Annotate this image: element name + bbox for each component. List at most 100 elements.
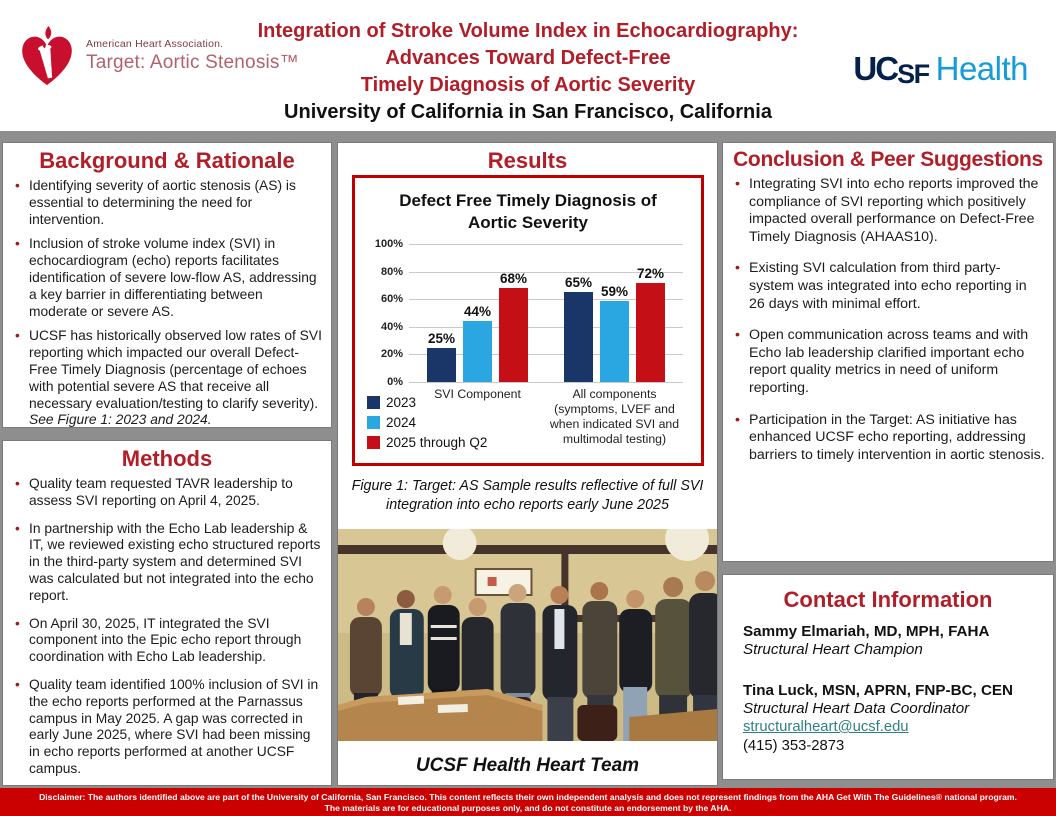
chart-x-axis: SVI Component All components (symptoms, … xyxy=(409,387,683,447)
bullet-item: Integrating SVI into echo reports improv… xyxy=(735,176,1045,246)
poster-header: American Heart Association. Target: Aort… xyxy=(0,0,1056,131)
conclusion-heading: Conclusion & Peer Suggestions xyxy=(733,148,1043,171)
conclusion-panel: Conclusion & Peer Suggestions Integratin… xyxy=(722,142,1054,562)
bullet-item: UCSF has historically observed low rates… xyxy=(15,328,323,428)
bullet-item: Quality team requested TAVR leadership t… xyxy=(15,476,323,510)
methods-heading: Methods xyxy=(121,446,213,471)
legend-swatch xyxy=(367,396,380,409)
gridline xyxy=(409,299,683,301)
ucsf-health-word: Health xyxy=(935,50,1029,87)
bar-column: 72% xyxy=(636,266,665,382)
title-subtitle: University of California in San Francisc… xyxy=(284,101,772,123)
legend-label: 2024 xyxy=(386,415,417,430)
results-heading: Results xyxy=(487,148,568,173)
chart-bar-2025-through-q2 xyxy=(636,282,665,382)
disclaimer-line-2: The materials are for educational purpos… xyxy=(324,802,732,813)
bar-value-label: 68% xyxy=(499,271,528,287)
ucsf-health-logo: UCSF Health xyxy=(853,50,1028,90)
title-line-2: Advances Toward Defect-Free xyxy=(385,47,671,69)
heart-team-photo xyxy=(338,529,717,741)
legend-item: 2025 through Q2 xyxy=(367,435,487,450)
aha-heart-torch-icon xyxy=(22,25,72,86)
chart-bar-2025-through-q2 xyxy=(499,288,528,382)
bar-value-label: 65% xyxy=(564,275,593,291)
conclusion-bullet-list: Integrating SVI into echo reports improv… xyxy=(723,176,1053,464)
bar-column: 68% xyxy=(499,271,528,382)
figure-1-bar-chart: Defect Free Timely Diagnosis of Aortic S… xyxy=(352,175,704,466)
aha-org-name: American Heart Association. xyxy=(86,38,224,50)
legend-label: 2023 xyxy=(386,395,417,410)
chart-bar-2023 xyxy=(427,347,456,382)
contact-name: Sammy Elmariah, MD, MPH, FAHA xyxy=(743,623,990,640)
legend-swatch xyxy=(367,436,380,449)
figure-1-caption: Figure 1: Target: AS Sample results refl… xyxy=(351,478,704,513)
gridline xyxy=(409,244,683,245)
title-line-1: Integration of Stroke Volume Index in Ec… xyxy=(257,20,799,42)
contact-title: Structural Heart Champion xyxy=(743,641,923,658)
x-category-label: SVI Component xyxy=(434,387,521,401)
y-axis-tick: 40% xyxy=(380,320,403,333)
bullet-item: Identifying severity of aortic stenosis … xyxy=(15,178,323,228)
contact-person: Sammy Elmariah, MD, MPH, FAHA Structural… xyxy=(743,623,1033,658)
y-axis-tick: 0% xyxy=(387,376,403,388)
chart-title: Defect Free Timely Diagnosis of Aortic S… xyxy=(399,191,657,232)
x-category-label: All components (symptoms, LVEF and when … xyxy=(549,387,680,446)
methods-panel: Methods Quality team requested TAVR lead… xyxy=(2,440,332,786)
legend-swatch xyxy=(367,416,380,429)
methods-bullet-list: Quality team requested TAVR leadership t… xyxy=(3,476,331,778)
contact-title: Structural Heart Data Coordinator xyxy=(743,700,970,717)
contact-panel: Contact Information Sammy Elmariah, MD, … xyxy=(722,574,1054,780)
y-axis-tick: 60% xyxy=(380,293,403,306)
bar-value-label: 25% xyxy=(427,330,456,346)
bar-value-label: 59% xyxy=(600,283,629,299)
gridline xyxy=(409,382,683,383)
y-axis-tick: 80% xyxy=(380,265,403,278)
gridline xyxy=(409,326,683,328)
y-axis-tick: 100% xyxy=(374,238,403,250)
contact-email-link[interactable]: structuralheart@ucsf.edu xyxy=(743,719,909,735)
background-bullet-list: Identifying severity of aortic stenosis … xyxy=(3,178,331,428)
contact-person: Tina Luck, MSN, APRN, FNP-BC, CEN Struct… xyxy=(743,682,1033,754)
heart-team-photo-illustration xyxy=(338,529,717,741)
disclaimer-footer: Disclaimer: The authors identified above… xyxy=(0,788,1056,816)
contact-name: Tina Luck, MSN, APRN, FNP-BC, CEN xyxy=(743,682,1014,699)
bar-value-label: 44% xyxy=(463,304,492,320)
chart-bar-2023 xyxy=(564,292,593,382)
bar-column: 59% xyxy=(600,284,629,382)
background-heading: Background & Rationale xyxy=(39,148,295,173)
bullet-item: Inclusion of stroke volume index (SVI) i… xyxy=(15,236,323,320)
bullet-item: Open communication across teams and with… xyxy=(735,327,1045,397)
gridline xyxy=(409,354,683,356)
background-rationale-panel: Background & Rationale Identifying sever… xyxy=(2,142,332,428)
bars-row: 25% 44% 68% 65% 59% 72% xyxy=(409,244,683,382)
bar-column: 25% xyxy=(427,330,456,382)
bar-group: 65% 59% 72% xyxy=(546,244,683,382)
legend-item: 2024 xyxy=(367,415,487,430)
bar-column: 44% xyxy=(463,304,492,382)
bullet-item: Quality team identified 100% inclusion o… xyxy=(15,677,323,778)
aha-logo: American Heart Association. Target: Aort… xyxy=(16,24,299,88)
chart-bar-2024 xyxy=(600,300,629,382)
bullet-item: Participation in the Target: AS initiati… xyxy=(735,412,1045,465)
legend-item: 2023 xyxy=(367,395,487,410)
bar-value-label: 72% xyxy=(636,265,665,281)
title-line-3: Timely Diagnosis of Aortic Severity xyxy=(360,74,696,96)
bullet-item: Existing SVI calculation from third part… xyxy=(735,260,1045,313)
aha-program-name: Target: Aortic Stenosis™ xyxy=(86,52,299,73)
ucsf-wordmark: UCSF xyxy=(853,50,930,89)
bullet-item: On April 30, 2025, IT integrated the SVI… xyxy=(15,616,323,666)
legend-label: 2025 through Q2 xyxy=(386,435,488,450)
figure-reference: See Figure 1: 2023 and 2024. xyxy=(29,412,212,428)
chart-bar-2024 xyxy=(463,321,492,382)
results-panel: Results Defect Free Timely Diagnosis of … xyxy=(337,142,718,786)
chart-legend: 2023 2024 2025 through Q2 xyxy=(367,395,487,455)
bullet-item: In partnership with the Echo Lab leaders… xyxy=(15,521,323,605)
photo-caption: UCSF Health Heart Team xyxy=(415,755,640,776)
poster-title: Integration of Stroke Volume Index in Ec… xyxy=(228,18,828,126)
bar-column: 65% xyxy=(564,275,593,382)
contact-phone: (415) 353-2873 xyxy=(743,738,845,754)
chart-plot-area: 0% 20% 40% 60% 80% 100% 25% 44% 68% 65% 59% 72% xyxy=(375,238,683,388)
disclaimer-line-1: Disclaimer: The authors identified above… xyxy=(39,792,1017,802)
contact-heading: Contact Information xyxy=(783,587,993,612)
